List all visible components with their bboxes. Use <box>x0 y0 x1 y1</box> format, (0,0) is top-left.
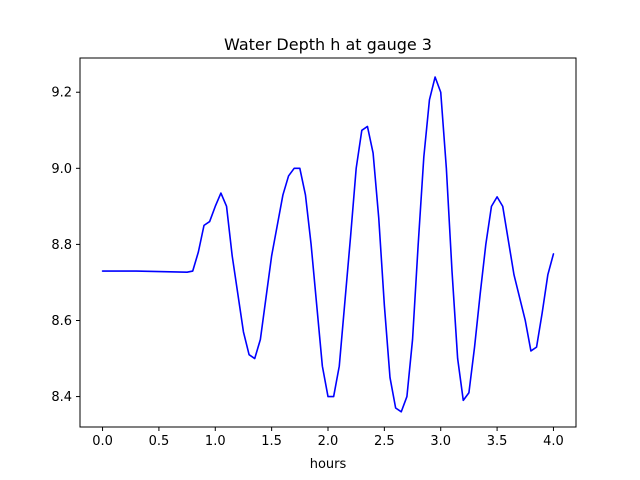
x-tick-label: 4.0 <box>543 434 564 449</box>
x-axis: 0.0 0.5 1.0 1.5 2.0 2.5 3.0 3.5 4.0 <box>92 427 564 449</box>
series-line-0 <box>101 76 555 413</box>
x-tick-label: 0.0 <box>92 434 113 449</box>
y-tick-label: 9.0 <box>51 162 72 177</box>
x-tick-label: 1.5 <box>261 434 282 449</box>
x-tick-label: 3.5 <box>487 434 508 449</box>
plot-area <box>79 57 577 428</box>
chart-title: Water Depth h at gauge 3 <box>224 35 432 54</box>
plot-frame <box>79 57 577 428</box>
x-tick-label: 3.0 <box>430 434 451 449</box>
x-tick-label: 1.0 <box>205 434 226 449</box>
x-axis-label: hours <box>310 457 347 472</box>
x-tick-label: 2.0 <box>318 434 339 449</box>
y-tick-label: 8.6 <box>51 314 72 329</box>
x-tick-label: 0.5 <box>149 434 170 449</box>
y-tick-label: 9.2 <box>51 86 72 101</box>
y-axis: 8.4 8.6 8.8 9.0 9.2 <box>51 86 80 405</box>
x-tick-label: 2.5 <box>374 434 395 449</box>
y-tick-label: 8.4 <box>51 390 72 405</box>
y-tick-label: 8.8 <box>51 238 72 253</box>
